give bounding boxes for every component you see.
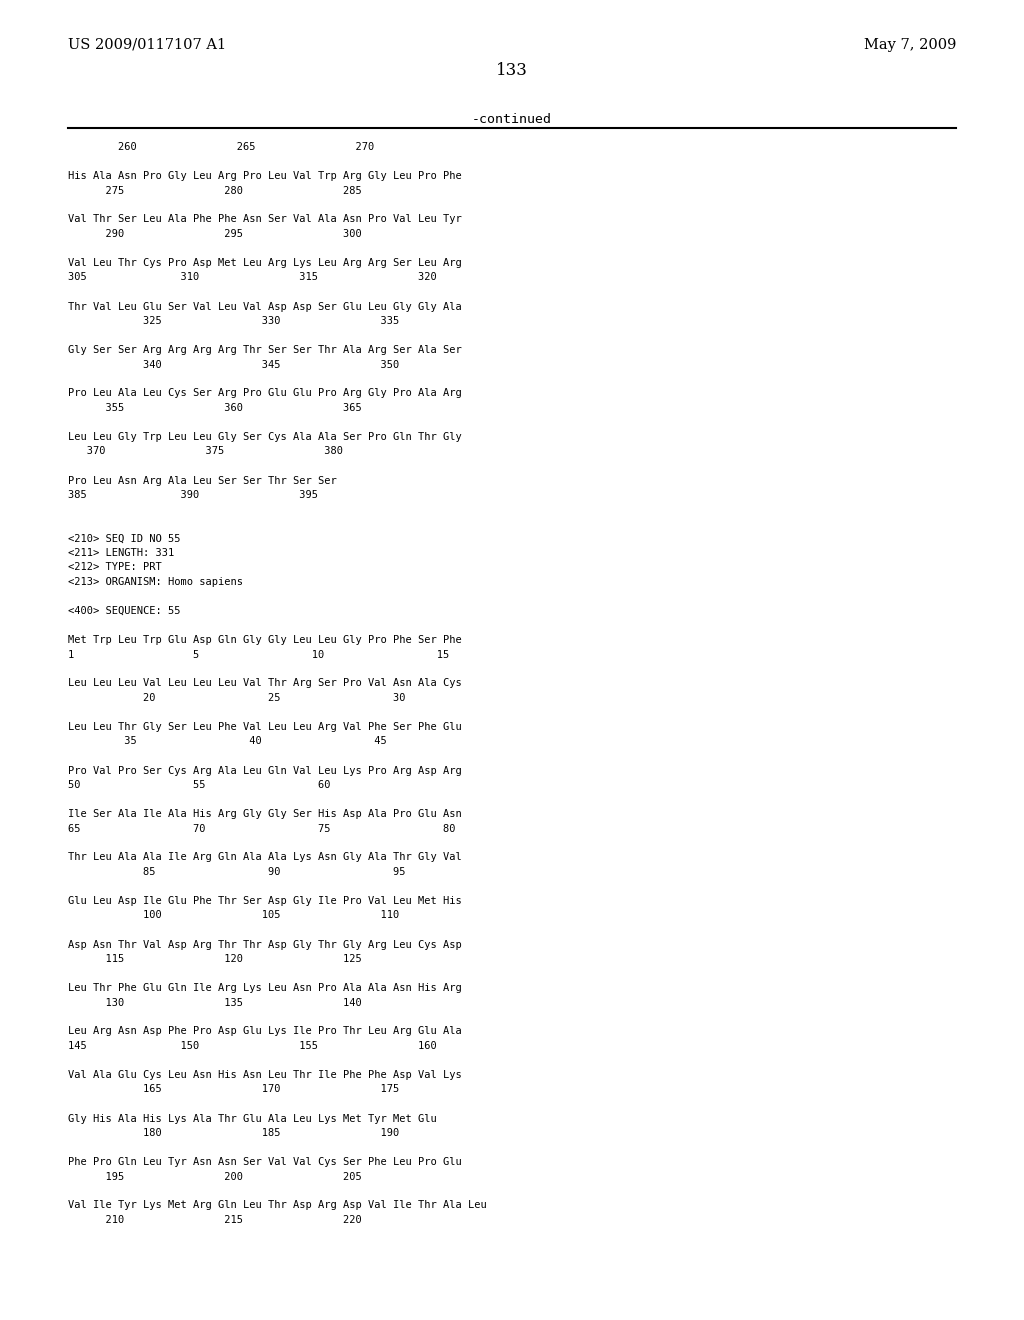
- Text: Val Ile Tyr Lys Met Arg Gln Leu Thr Asp Arg Asp Val Ile Thr Ala Leu: Val Ile Tyr Lys Met Arg Gln Leu Thr Asp …: [68, 1200, 486, 1210]
- Text: Leu Leu Leu Val Leu Leu Leu Val Thr Arg Ser Pro Val Asn Ala Cys: Leu Leu Leu Val Leu Leu Leu Val Thr Arg …: [68, 678, 462, 689]
- Text: Val Ala Glu Cys Leu Asn His Asn Leu Thr Ile Phe Phe Asp Val Lys: Val Ala Glu Cys Leu Asn His Asn Leu Thr …: [68, 1071, 462, 1080]
- Text: 195                200                205: 195 200 205: [68, 1172, 361, 1181]
- Text: 85                  90                  95: 85 90 95: [68, 867, 406, 876]
- Text: 130                135                140: 130 135 140: [68, 998, 361, 1007]
- Text: 100                105                110: 100 105 110: [68, 911, 399, 920]
- Text: 385               390                395: 385 390 395: [68, 490, 318, 500]
- Text: <213> ORGANISM: Homo sapiens: <213> ORGANISM: Homo sapiens: [68, 577, 243, 587]
- Text: US 2009/0117107 A1: US 2009/0117107 A1: [68, 38, 226, 51]
- Text: 1                   5                  10                  15: 1 5 10 15: [68, 649, 450, 660]
- Text: 340                345                350: 340 345 350: [68, 359, 399, 370]
- Text: <210> SEQ ID NO 55: <210> SEQ ID NO 55: [68, 533, 180, 544]
- Text: <211> LENGTH: 331: <211> LENGTH: 331: [68, 548, 174, 558]
- Text: 305               310                315                320: 305 310 315 320: [68, 272, 437, 282]
- Text: Pro Leu Asn Arg Ala Leu Ser Ser Thr Ser Ser: Pro Leu Asn Arg Ala Leu Ser Ser Thr Ser …: [68, 475, 337, 486]
- Text: 35                  40                  45: 35 40 45: [68, 737, 387, 747]
- Text: Met Trp Leu Trp Glu Asp Gln Gly Gly Leu Leu Gly Pro Phe Ser Phe: Met Trp Leu Trp Glu Asp Gln Gly Gly Leu …: [68, 635, 462, 645]
- Text: Val Leu Thr Cys Pro Asp Met Leu Arg Lys Leu Arg Arg Ser Leu Arg: Val Leu Thr Cys Pro Asp Met Leu Arg Lys …: [68, 257, 462, 268]
- Text: 325                330                335: 325 330 335: [68, 315, 399, 326]
- Text: 165                170                175: 165 170 175: [68, 1085, 399, 1094]
- Text: Asp Asn Thr Val Asp Arg Thr Thr Asp Gly Thr Gly Arg Leu Cys Asp: Asp Asn Thr Val Asp Arg Thr Thr Asp Gly …: [68, 940, 462, 949]
- Text: 133: 133: [496, 62, 528, 79]
- Text: Gly His Ala His Lys Ala Thr Glu Ala Leu Lys Met Tyr Met Glu: Gly His Ala His Lys Ala Thr Glu Ala Leu …: [68, 1114, 437, 1123]
- Text: His Ala Asn Pro Gly Leu Arg Pro Leu Val Trp Arg Gly Leu Pro Phe: His Ala Asn Pro Gly Leu Arg Pro Leu Val …: [68, 172, 462, 181]
- Text: Pro Val Pro Ser Cys Arg Ala Leu Gln Val Leu Lys Pro Arg Asp Arg: Pro Val Pro Ser Cys Arg Ala Leu Gln Val …: [68, 766, 462, 776]
- Text: Gly Ser Ser Arg Arg Arg Arg Thr Ser Ser Thr Ala Arg Ser Ala Ser: Gly Ser Ser Arg Arg Arg Arg Thr Ser Ser …: [68, 345, 462, 355]
- Text: 145               150                155                160: 145 150 155 160: [68, 1041, 437, 1051]
- Text: 180                185                190: 180 185 190: [68, 1129, 399, 1138]
- Text: 50                  55                  60: 50 55 60: [68, 780, 331, 789]
- Text: May 7, 2009: May 7, 2009: [863, 38, 956, 51]
- Text: -continued: -continued: [472, 114, 552, 125]
- Text: Leu Thr Phe Glu Gln Ile Arg Lys Leu Asn Pro Ala Ala Asn His Arg: Leu Thr Phe Glu Gln Ile Arg Lys Leu Asn …: [68, 983, 462, 993]
- Text: Thr Leu Ala Ala Ile Arg Gln Ala Ala Lys Asn Gly Ala Thr Gly Val: Thr Leu Ala Ala Ile Arg Gln Ala Ala Lys …: [68, 853, 462, 862]
- Text: Thr Val Leu Glu Ser Val Leu Val Asp Asp Ser Glu Leu Gly Gly Ala: Thr Val Leu Glu Ser Val Leu Val Asp Asp …: [68, 301, 462, 312]
- Text: <400> SEQUENCE: 55: <400> SEQUENCE: 55: [68, 606, 180, 616]
- Text: Leu Leu Thr Gly Ser Leu Phe Val Leu Leu Arg Val Phe Ser Phe Glu: Leu Leu Thr Gly Ser Leu Phe Val Leu Leu …: [68, 722, 462, 733]
- Text: <212> TYPE: PRT: <212> TYPE: PRT: [68, 562, 162, 573]
- Text: Val Thr Ser Leu Ala Phe Phe Asn Ser Val Ala Asn Pro Val Leu Tyr: Val Thr Ser Leu Ala Phe Phe Asn Ser Val …: [68, 214, 462, 224]
- Text: 290                295                300: 290 295 300: [68, 228, 361, 239]
- Text: Leu Leu Gly Trp Leu Leu Gly Ser Cys Ala Ala Ser Pro Gln Thr Gly: Leu Leu Gly Trp Leu Leu Gly Ser Cys Ala …: [68, 432, 462, 442]
- Text: 20                  25                  30: 20 25 30: [68, 693, 406, 704]
- Text: Glu Leu Asp Ile Glu Phe Thr Ser Asp Gly Ile Pro Val Leu Met His: Glu Leu Asp Ile Glu Phe Thr Ser Asp Gly …: [68, 896, 462, 906]
- Text: 260                265                270: 260 265 270: [68, 143, 374, 152]
- Text: Pro Leu Ala Leu Cys Ser Arg Pro Glu Glu Pro Arg Gly Pro Ala Arg: Pro Leu Ala Leu Cys Ser Arg Pro Glu Glu …: [68, 388, 462, 399]
- Text: 275                280                285: 275 280 285: [68, 186, 361, 195]
- Text: 370                375                380: 370 375 380: [68, 446, 343, 457]
- Text: 210                215                220: 210 215 220: [68, 1214, 361, 1225]
- Text: Leu Arg Asn Asp Phe Pro Asp Glu Lys Ile Pro Thr Leu Arg Glu Ala: Leu Arg Asn Asp Phe Pro Asp Glu Lys Ile …: [68, 1027, 462, 1036]
- Text: 115                120                125: 115 120 125: [68, 954, 361, 964]
- Text: 355                360                365: 355 360 365: [68, 403, 361, 413]
- Text: 65                  70                  75                  80: 65 70 75 80: [68, 824, 456, 833]
- Text: Ile Ser Ala Ile Ala His Arg Gly Gly Ser His Asp Ala Pro Glu Asn: Ile Ser Ala Ile Ala His Arg Gly Gly Ser …: [68, 809, 462, 818]
- Text: Phe Pro Gln Leu Tyr Asn Asn Ser Val Val Cys Ser Phe Leu Pro Glu: Phe Pro Gln Leu Tyr Asn Asn Ser Val Val …: [68, 1158, 462, 1167]
